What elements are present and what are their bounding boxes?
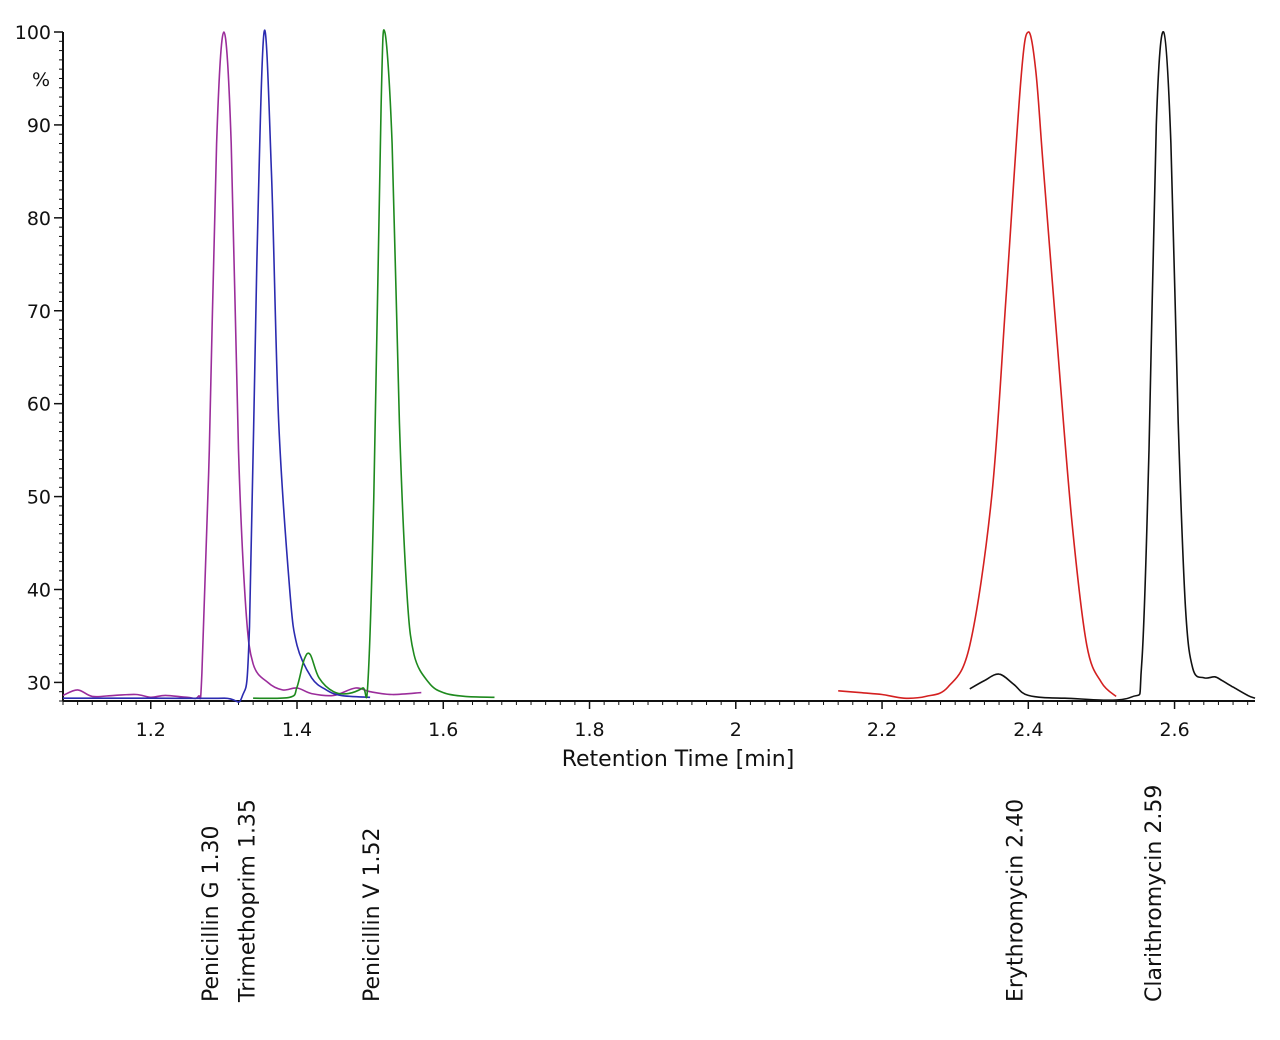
x-tick-label: 1.6 [428,719,458,741]
peak-label: Trimethoprim 1.35 [235,799,260,1003]
y-tick-label: 60 [27,394,51,416]
series-line-5 [969,31,1256,701]
y-tick-label: 30 [27,672,51,694]
x-tick-label: 2.4 [1013,719,1043,741]
peak-label: Penicillin G 1.30 [199,825,224,1002]
series-line-4 [838,31,1117,700]
x-tick-label: 1.8 [574,719,604,741]
x-tick-label: 1.4 [282,719,312,741]
x-tick-label: 1.2 [136,719,166,741]
peak-label: Erythromycin 2.40 [1003,799,1028,1002]
y-tick-label: 50 [27,487,51,509]
series-line-3 [253,29,495,700]
y-tick-label: 80 [27,208,51,230]
y-tick-label: 70 [27,301,51,323]
series-layer [62,29,1256,703]
y-axis-unit-label: % [32,69,50,91]
x-tick-label: 2.2 [867,719,897,741]
y-tick-label: 90 [27,115,51,137]
y-axis-ticks: 30 40 50 60 70 80 90 100 [15,22,63,702]
peak-labels: Penicillin G 1.30 Trimethoprim 1.35 Penici… [199,785,1167,1003]
x-axis-title: Retention Time [min] [562,747,795,772]
series-line-2 [63,29,371,703]
x-tick-label: 2.6 [1159,719,1189,741]
y-tick-label: 100 [15,22,51,44]
y-tick-label: 40 [27,580,51,602]
peak-label: Penicillin V 1.52 [360,827,385,1002]
x-tick-label: 2 [730,719,742,741]
series-line-1 [62,31,422,700]
x-axis-ticks: 1.2 1.4 1.6 1.8 2 2.2 2.4 2.6 [62,701,1249,741]
peak-label: Clarithromycin 2.59 [1142,785,1167,1002]
